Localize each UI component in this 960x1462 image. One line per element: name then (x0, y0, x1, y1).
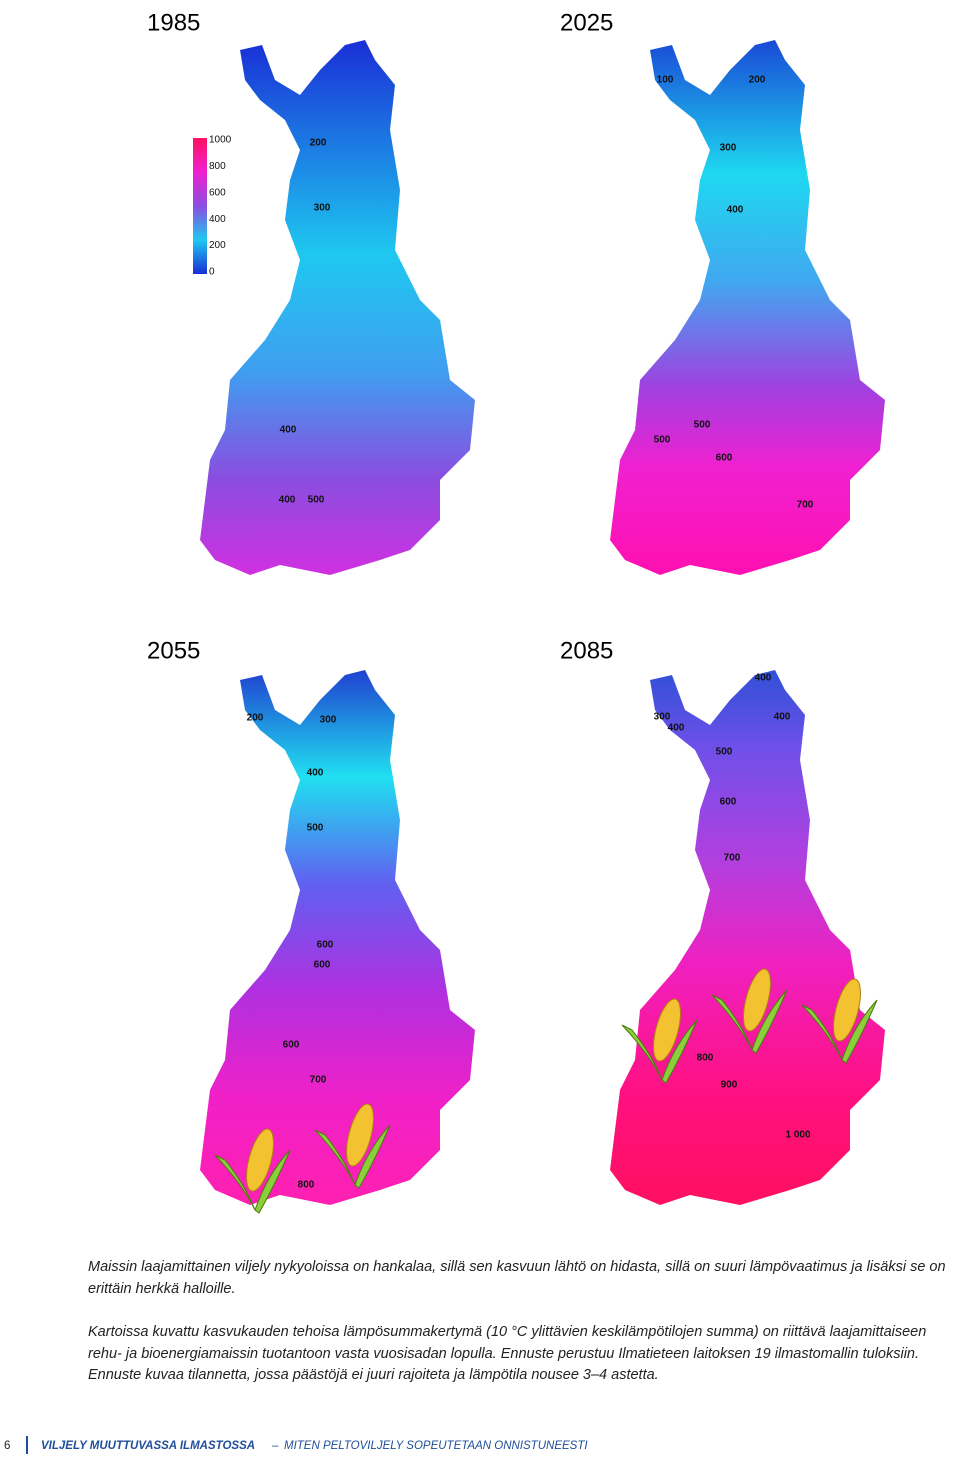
contour-label: 600 (720, 797, 737, 808)
footer: 6 VILJELY MUUTTUVASSA ILMASTOSSA – MITEN… (0, 1436, 960, 1458)
footer-separator: – (272, 1440, 279, 1452)
contour-label: 600 (314, 960, 331, 971)
contour-label: 200 (749, 75, 766, 86)
contour-label: 800 (298, 1180, 315, 1191)
contour-label: 700 (724, 853, 741, 864)
contour-label: 700 (797, 500, 814, 511)
contour-label: 800 (697, 1053, 714, 1064)
contour-label: 1 000 (785, 1130, 810, 1141)
map-year: 2025 (560, 9, 613, 36)
page-number: 6 (4, 1440, 11, 1452)
finland-map (200, 670, 475, 1205)
legend-label: 800 (209, 161, 226, 172)
finland-map (610, 40, 885, 575)
legend-label: 600 (209, 187, 226, 198)
contour-label: 400 (307, 768, 324, 779)
legend-label: 0 (209, 267, 215, 278)
contour-label: 900 (721, 1080, 738, 1091)
contour-label: 500 (654, 435, 671, 446)
caption: Kartoissa kuvattu kasvukauden tehoisa lä… (88, 1324, 927, 1383)
map-panel: 1985 200 300 400 400 500 (147, 9, 475, 575)
map-year: 2085 (560, 637, 613, 664)
map-panel: 2055 200 300 400 500 600 600 600 700 800 (147, 637, 475, 1205)
contour-label: 400 (280, 425, 297, 436)
map-year: 1985 (147, 9, 200, 36)
legend-label: 400 (209, 214, 226, 225)
legend-label: 1000 (209, 135, 232, 146)
contour-label: 300 (320, 715, 337, 726)
legend: 1000 800 600 400 200 0 (209, 135, 232, 278)
contour-label: 400 (774, 712, 791, 723)
contour-label: 400 (668, 723, 685, 734)
legend-bar (193, 138, 207, 274)
footer-subtitle: MITEN PELTOVILJELY SOPEUTETAAN ONNISTUNE… (284, 1440, 588, 1452)
contour-label: 200 (247, 713, 264, 724)
contour-label: 700 (310, 1075, 327, 1086)
contour-label: 500 (716, 747, 733, 758)
caption: Maissin laajamittainen viljely nykyolois… (88, 1259, 946, 1297)
contour-label: 400 (755, 673, 772, 684)
contour-label: 400 (279, 495, 296, 506)
contour-label: 100 (657, 75, 674, 86)
contour-label: 600 (716, 453, 733, 464)
contour-label: 300 (654, 712, 671, 723)
contour-label: 500 (694, 420, 711, 431)
contour-label: 500 (308, 495, 325, 506)
footer-title: VILJELY MUUTTUVASSA ILMASTOSSA (41, 1440, 256, 1452)
map-panel: 2025 100 200 300 400 500 500 600 700 (560, 9, 885, 575)
contour-label: 200 (310, 138, 327, 149)
footer-rule (26, 1436, 28, 1454)
contour-label: 600 (283, 1040, 300, 1051)
contour-label: 300 (314, 203, 331, 214)
contour-label: 600 (317, 940, 334, 951)
legend-label: 200 (209, 240, 226, 251)
contour-label: 300 (720, 143, 737, 154)
contour-label: 400 (727, 205, 744, 216)
map-year: 2055 (147, 637, 200, 664)
finland-map (200, 40, 475, 575)
contour-label: 500 (307, 823, 324, 834)
finland-map (610, 670, 885, 1205)
